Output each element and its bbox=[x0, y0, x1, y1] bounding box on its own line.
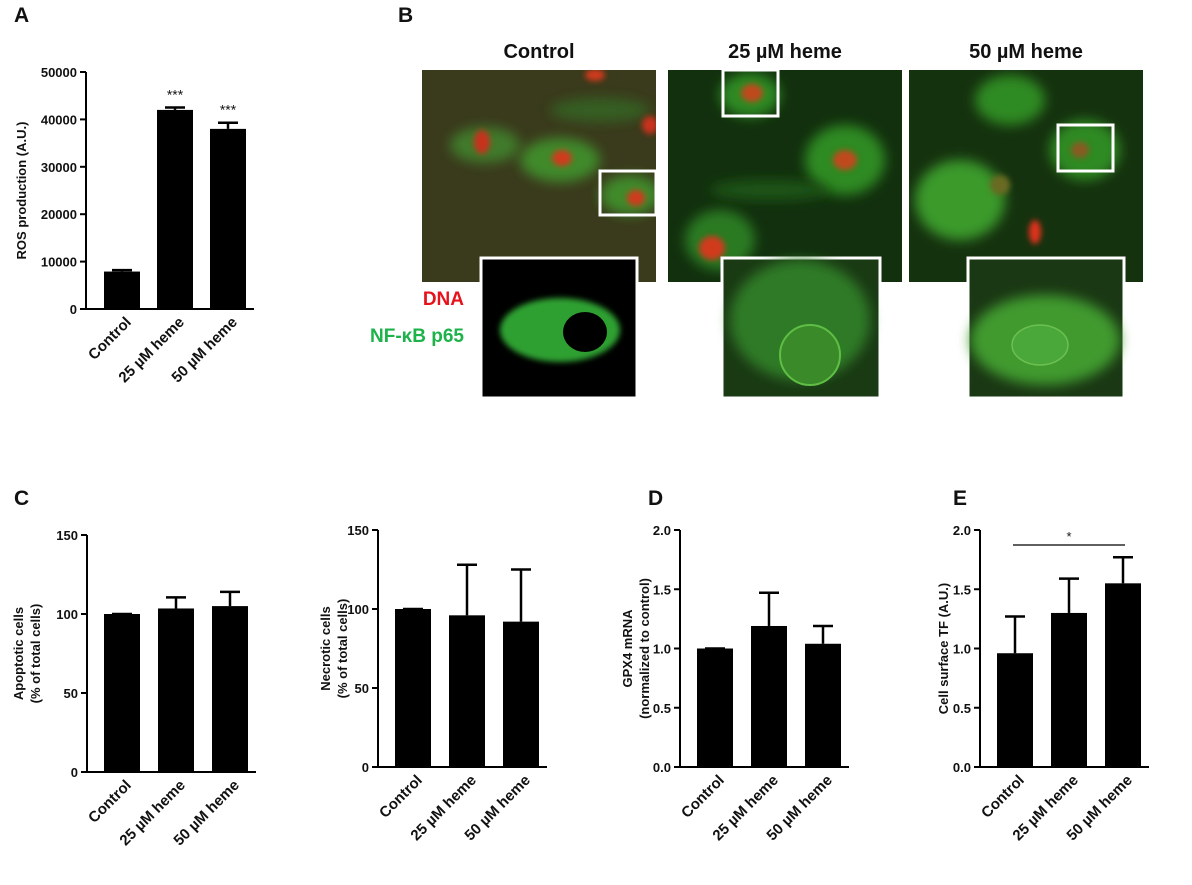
zoom-box bbox=[1056, 123, 1115, 173]
y-tick-label: 30000 bbox=[41, 160, 77, 175]
column-title: 25 µM heme bbox=[728, 41, 842, 63]
significance: *** bbox=[167, 87, 184, 103]
bar bbox=[805, 643, 841, 767]
bar bbox=[449, 615, 485, 767]
inset bbox=[720, 256, 882, 400]
bar bbox=[104, 614, 140, 772]
y-tick-label: 0.0 bbox=[953, 760, 971, 775]
bar bbox=[158, 608, 194, 772]
y-axis-label: Apoptotic cells bbox=[11, 607, 26, 700]
x-tick-label: Control bbox=[678, 772, 728, 822]
panel-label: E bbox=[953, 487, 967, 510]
panel-label: D bbox=[648, 487, 663, 510]
significance: * bbox=[1066, 529, 1071, 544]
inset bbox=[479, 256, 639, 400]
bar bbox=[157, 109, 193, 309]
y-axis-label: Necrotic cells bbox=[318, 606, 333, 691]
y-tick-label: 2.0 bbox=[953, 523, 971, 538]
bar bbox=[212, 606, 248, 772]
y-tick-label: 50 bbox=[64, 686, 78, 701]
bar bbox=[104, 271, 140, 309]
bar bbox=[503, 621, 539, 767]
x-tick-label: Control bbox=[978, 772, 1028, 822]
y-tick-label: 1.0 bbox=[953, 642, 971, 657]
y-tick-label: 0.5 bbox=[653, 701, 671, 716]
y-tick-label: 1.0 bbox=[653, 642, 671, 657]
x-tick-label: Control bbox=[376, 772, 426, 822]
x-tick-label: Control bbox=[85, 777, 135, 827]
y-tick-label: 1.5 bbox=[653, 582, 671, 597]
inset bbox=[966, 256, 1126, 400]
y-tick-label: 1.5 bbox=[953, 582, 971, 597]
micrograph bbox=[909, 70, 1143, 282]
panel-label: B bbox=[398, 4, 413, 27]
column-title: 50 µM heme bbox=[969, 41, 1083, 63]
bar bbox=[210, 128, 246, 309]
bar bbox=[395, 609, 431, 767]
y-tick-label: 40000 bbox=[41, 112, 77, 127]
y-tick-label: 150 bbox=[347, 523, 369, 538]
y-tick-label: 20000 bbox=[41, 207, 77, 222]
y-axis-label: GPX4 mRNA bbox=[620, 609, 635, 688]
y-tick-label: 150 bbox=[56, 528, 78, 543]
y-axis-label: (normalized to control) bbox=[637, 578, 652, 719]
y-tick-label: 50 bbox=[355, 681, 369, 696]
y-tick-label: 0.5 bbox=[953, 701, 971, 716]
y-axis-label: ROS production (A.U.) bbox=[14, 122, 29, 260]
zoom-box bbox=[721, 68, 780, 118]
y-axis-label: Cell surface TF (A.U.) bbox=[936, 583, 951, 714]
y-tick-label: 0 bbox=[71, 765, 78, 780]
zoom-box bbox=[598, 169, 658, 217]
legend-text: NF-κB p65 bbox=[370, 326, 464, 347]
y-tick-label: 0.0 bbox=[653, 760, 671, 775]
x-tick-label: Control bbox=[85, 314, 135, 364]
y-tick-label: 0 bbox=[362, 760, 369, 775]
y-axis-label: (% of total cells) bbox=[335, 599, 350, 699]
micrograph bbox=[422, 70, 656, 282]
y-tick-label: 100 bbox=[56, 607, 78, 622]
y-axis-label: (% of total cells) bbox=[28, 604, 43, 704]
y-tick-label: 0 bbox=[70, 302, 77, 317]
panel-label: C bbox=[14, 487, 29, 510]
column-title: Control bbox=[503, 41, 574, 63]
significance: *** bbox=[220, 102, 237, 118]
bar bbox=[697, 648, 733, 767]
bar bbox=[997, 653, 1033, 767]
panel-label: A bbox=[14, 4, 29, 27]
bar bbox=[1051, 612, 1087, 767]
bar bbox=[1105, 583, 1141, 767]
bar bbox=[751, 625, 787, 767]
y-tick-label: 10000 bbox=[41, 255, 77, 270]
y-tick-label: 2.0 bbox=[653, 523, 671, 538]
y-tick-label: 100 bbox=[347, 602, 369, 617]
y-tick-label: 50000 bbox=[41, 65, 77, 80]
micrograph bbox=[668, 70, 902, 282]
legend-text: DNA bbox=[423, 289, 464, 310]
